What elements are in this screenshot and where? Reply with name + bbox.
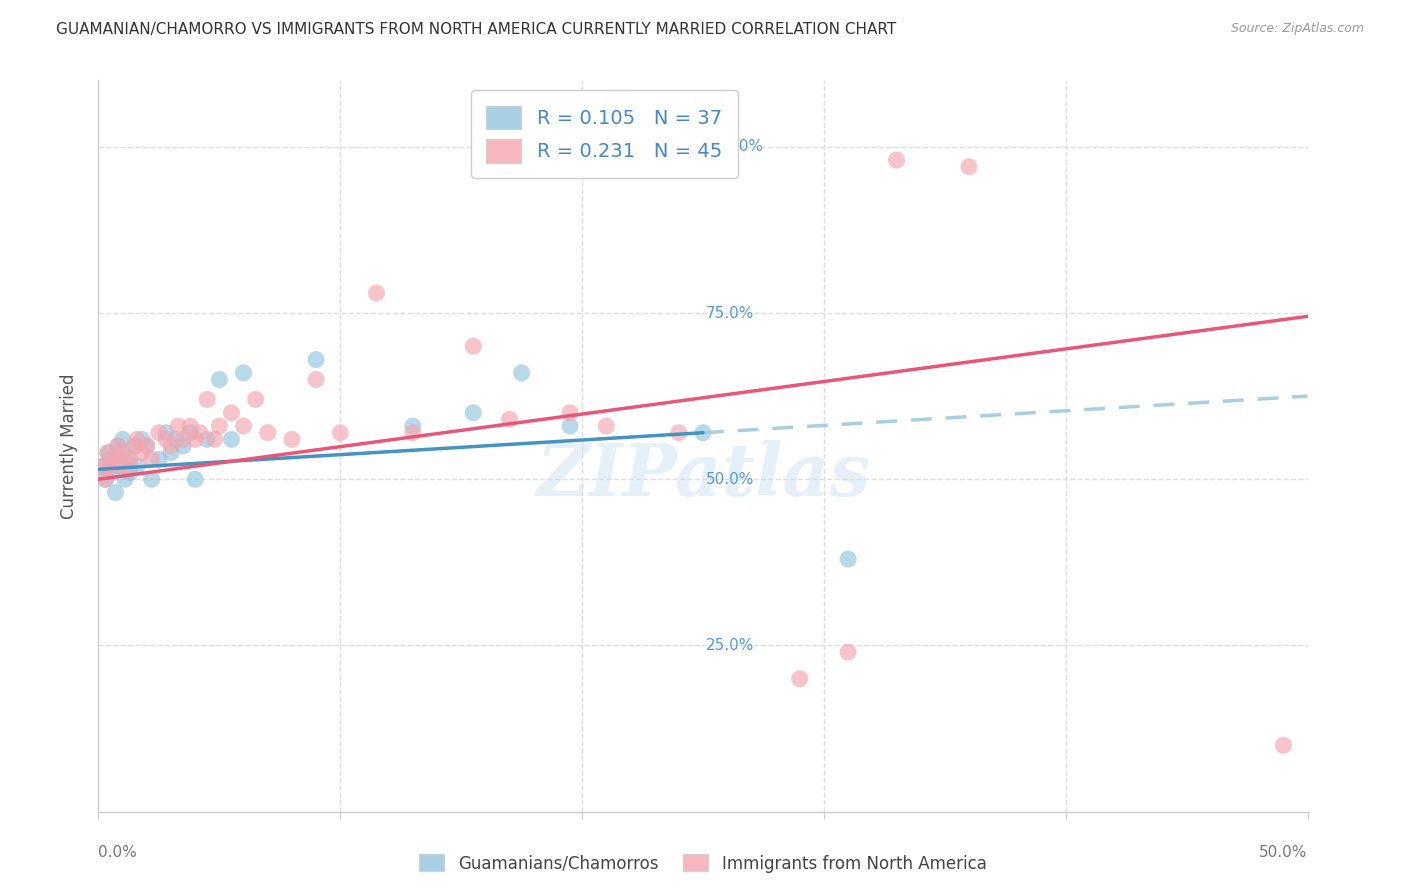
Point: [1272, 738, 1295, 752]
Point: [91, 458, 114, 473]
Point: [165, 433, 187, 447]
Point: [117, 452, 139, 467]
Point: [188, 425, 211, 440]
Point: [837, 645, 859, 659]
Point: [118, 452, 141, 467]
Point: [281, 433, 304, 447]
Point: [305, 372, 328, 386]
Point: [195, 433, 218, 447]
Text: 75.0%: 75.0%: [706, 306, 754, 320]
Point: [108, 445, 131, 459]
Point: [114, 472, 136, 486]
Point: [668, 425, 690, 440]
Point: [208, 419, 231, 434]
Legend: R = 0.105   N = 37, R = 0.231   N = 45: R = 0.105 N = 37, R = 0.231 N = 45: [471, 90, 738, 178]
Point: [256, 425, 278, 440]
Point: [107, 439, 129, 453]
Point: [97, 445, 120, 459]
Point: [107, 458, 129, 473]
Point: [107, 439, 129, 453]
Text: ZIPatlas: ZIPatlas: [536, 440, 870, 511]
Point: [232, 419, 254, 434]
Point: [692, 425, 714, 440]
Y-axis label: Currently Married: Currently Married: [59, 373, 77, 519]
Text: 25.0%: 25.0%: [706, 638, 754, 653]
Point: [131, 433, 153, 447]
Point: [104, 485, 127, 500]
Point: [111, 445, 134, 459]
Point: [366, 286, 388, 301]
Point: [100, 458, 122, 473]
Point: [160, 439, 183, 453]
Text: 50.0%: 50.0%: [1260, 845, 1308, 860]
Point: [100, 466, 122, 480]
Point: [141, 472, 163, 486]
Point: [111, 433, 134, 447]
Point: [558, 406, 581, 420]
Point: [245, 392, 267, 407]
Point: [127, 433, 149, 447]
Legend: Guamanians/Chamorros, Immigrants from North America: Guamanians/Chamorros, Immigrants from No…: [413, 847, 993, 880]
Text: Source: ZipAtlas.com: Source: ZipAtlas.com: [1230, 22, 1364, 36]
Point: [329, 425, 352, 440]
Point: [957, 160, 980, 174]
Point: [148, 452, 170, 467]
Point: [155, 433, 177, 447]
Point: [179, 425, 201, 440]
Point: [221, 406, 243, 420]
Point: [886, 153, 908, 167]
Text: 0.0%: 0.0%: [98, 845, 138, 860]
Point: [160, 445, 183, 459]
Point: [124, 439, 146, 453]
Point: [117, 458, 139, 473]
Point: [94, 472, 117, 486]
Point: [179, 419, 201, 434]
Point: [97, 445, 120, 459]
Point: [127, 458, 149, 473]
Point: [124, 439, 146, 453]
Point: [135, 439, 157, 453]
Point: [789, 672, 811, 686]
Point: [108, 458, 131, 473]
Text: 50.0%: 50.0%: [706, 472, 754, 487]
Point: [172, 433, 194, 447]
Point: [94, 472, 117, 486]
Point: [498, 412, 520, 426]
Point: [155, 425, 177, 440]
Point: [463, 406, 485, 420]
Point: [595, 419, 617, 434]
Point: [232, 366, 254, 380]
Point: [305, 352, 328, 367]
Point: [101, 458, 124, 473]
Point: [204, 433, 226, 447]
Point: [100, 452, 122, 467]
Point: [167, 419, 190, 434]
Point: [402, 419, 425, 434]
Point: [558, 419, 581, 434]
Point: [91, 458, 114, 473]
Point: [402, 425, 425, 440]
Point: [510, 366, 533, 380]
Point: [184, 472, 207, 486]
Point: [463, 339, 485, 353]
Point: [148, 425, 170, 440]
Point: [172, 439, 194, 453]
Point: [195, 392, 218, 407]
Point: [135, 439, 157, 453]
Point: [184, 433, 207, 447]
Point: [837, 552, 859, 566]
Point: [131, 445, 153, 459]
Point: [208, 372, 231, 386]
Point: [221, 433, 243, 447]
Point: [118, 466, 141, 480]
Text: GUAMANIAN/CHAMORRO VS IMMIGRANTS FROM NORTH AMERICA CURRENTLY MARRIED CORRELATIO: GUAMANIAN/CHAMORRO VS IMMIGRANTS FROM NO…: [56, 22, 897, 37]
Point: [104, 452, 127, 467]
Text: 100.0%: 100.0%: [706, 139, 763, 154]
Point: [141, 452, 163, 467]
